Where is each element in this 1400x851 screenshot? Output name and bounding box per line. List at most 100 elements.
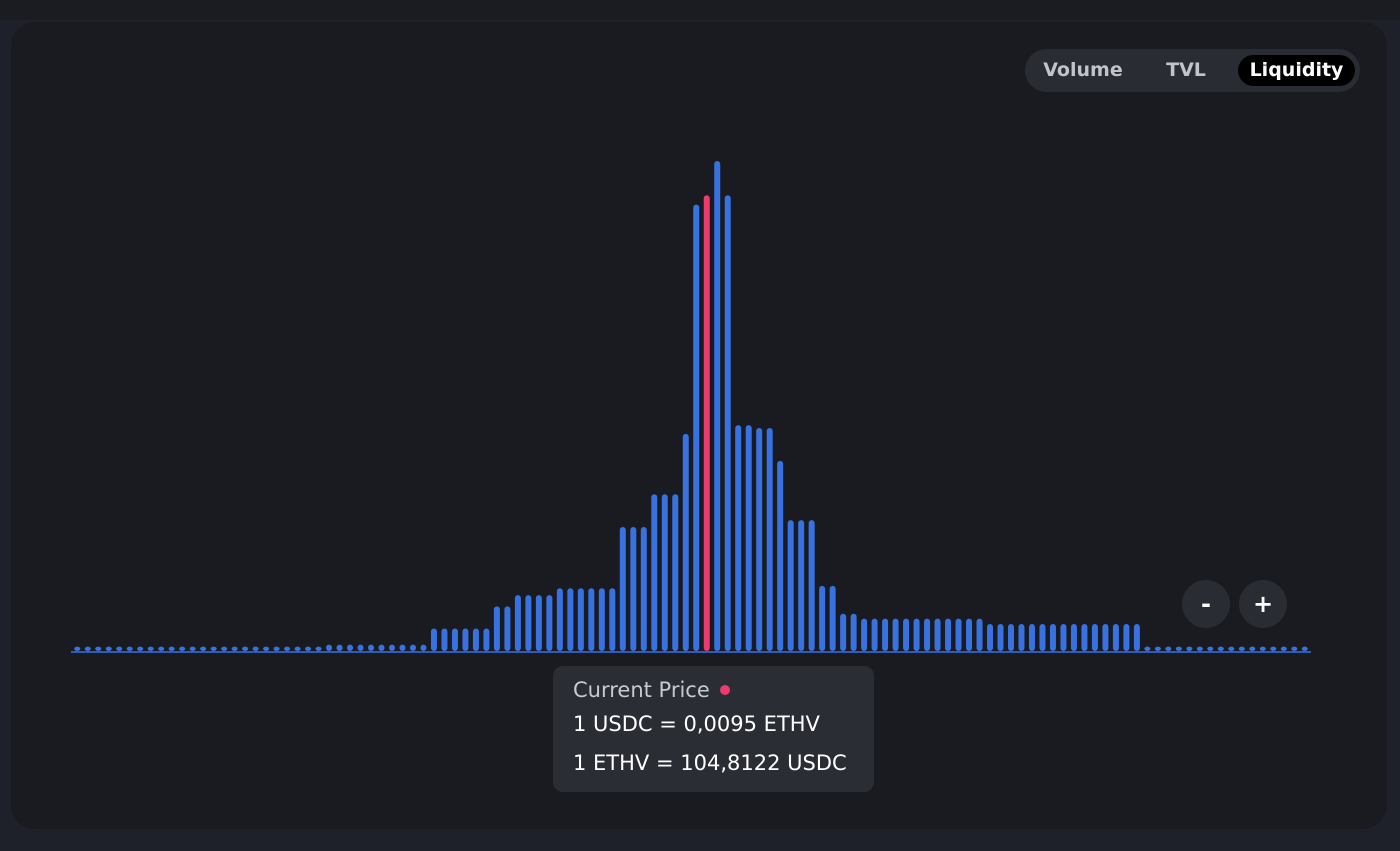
liquidity-bar[interactable] bbox=[693, 204, 700, 652]
liquidity-bar[interactable] bbox=[326, 644, 333, 651]
tab-volume[interactable]: Volume bbox=[1043, 59, 1123, 81]
liquidity-bar[interactable] bbox=[997, 624, 1004, 651]
liquidity-bar[interactable] bbox=[798, 520, 805, 651]
liquidity-bar[interactable] bbox=[892, 618, 899, 651]
liquidity-bar[interactable] bbox=[231, 646, 238, 651]
liquidity-bar[interactable] bbox=[305, 646, 312, 651]
liquidity-bar[interactable] bbox=[735, 425, 742, 651]
liquidity-bar[interactable] bbox=[210, 646, 217, 651]
liquidity-bar[interactable] bbox=[1060, 624, 1067, 651]
liquidity-bar[interactable] bbox=[430, 628, 437, 651]
liquidity-bar[interactable] bbox=[1175, 646, 1182, 651]
liquidity-bar[interactable] bbox=[95, 646, 102, 651]
liquidity-bar[interactable] bbox=[714, 161, 721, 651]
liquidity-bar[interactable] bbox=[1186, 646, 1193, 651]
liquidity-bar[interactable] bbox=[1123, 624, 1130, 651]
liquidity-bar[interactable] bbox=[105, 646, 112, 651]
liquidity-bar[interactable] bbox=[420, 644, 427, 651]
liquidity-bar[interactable] bbox=[284, 646, 291, 651]
liquidity-bar[interactable] bbox=[514, 595, 521, 651]
liquidity-bar[interactable] bbox=[1070, 624, 1077, 651]
liquidity-bar[interactable] bbox=[945, 618, 952, 651]
liquidity-bar[interactable] bbox=[315, 646, 322, 651]
liquidity-bar[interactable] bbox=[745, 425, 752, 651]
liquidity-bar[interactable] bbox=[598, 588, 605, 651]
liquidity-bar[interactable] bbox=[924, 618, 931, 651]
liquidity-bar[interactable] bbox=[137, 646, 144, 651]
liquidity-bar[interactable] bbox=[1270, 646, 1277, 651]
liquidity-bar[interactable] bbox=[1217, 646, 1224, 651]
liquidity-bar[interactable] bbox=[1049, 624, 1056, 651]
liquidity-bar[interactable] bbox=[756, 428, 763, 651]
liquidity-bar[interactable] bbox=[368, 644, 375, 651]
zoom-in-button[interactable]: + bbox=[1239, 580, 1287, 628]
liquidity-bar[interactable] bbox=[451, 628, 458, 651]
liquidity-bar[interactable] bbox=[294, 646, 301, 651]
liquidity-bar[interactable] bbox=[661, 494, 668, 651]
liquidity-bar[interactable] bbox=[1249, 646, 1256, 651]
liquidity-bar[interactable] bbox=[556, 588, 563, 651]
liquidity-bar[interactable] bbox=[347, 644, 354, 651]
liquidity-bar[interactable] bbox=[777, 460, 784, 651]
liquidity-bar[interactable] bbox=[966, 618, 973, 651]
liquidity-bar[interactable] bbox=[913, 618, 920, 651]
liquidity-bar[interactable] bbox=[1259, 646, 1266, 651]
liquidity-bar[interactable] bbox=[378, 644, 385, 651]
liquidity-bar[interactable] bbox=[976, 618, 983, 651]
liquidity-bar[interactable] bbox=[84, 646, 91, 651]
liquidity-bar[interactable] bbox=[787, 520, 794, 651]
liquidity-bar[interactable] bbox=[987, 624, 994, 651]
liquidity-bar[interactable] bbox=[651, 494, 658, 651]
liquidity-bar[interactable] bbox=[493, 606, 500, 651]
liquidity-bar[interactable] bbox=[882, 618, 889, 651]
liquidity-bar[interactable] bbox=[535, 595, 542, 651]
liquidity-bar[interactable] bbox=[126, 646, 133, 651]
tab-liquidity[interactable]: Liquidity bbox=[1238, 55, 1355, 86]
liquidity-bar[interactable] bbox=[189, 646, 196, 651]
liquidity-bar[interactable] bbox=[409, 644, 416, 651]
liquidity-bar[interactable] bbox=[1102, 624, 1109, 651]
zoom-out-button[interactable]: - bbox=[1182, 580, 1230, 628]
liquidity-bar[interactable] bbox=[640, 527, 647, 651]
liquidity-bar[interactable] bbox=[357, 644, 364, 651]
liquidity-bar[interactable] bbox=[179, 646, 186, 651]
liquidity-bar[interactable] bbox=[221, 646, 228, 651]
liquidity-bar[interactable] bbox=[724, 195, 731, 652]
liquidity-bar[interactable] bbox=[850, 613, 857, 651]
liquidity-bar[interactable] bbox=[619, 527, 626, 651]
liquidity-bar[interactable] bbox=[766, 428, 773, 651]
liquidity-bar[interactable] bbox=[1291, 646, 1298, 651]
liquidity-bar[interactable] bbox=[955, 618, 962, 651]
liquidity-bar[interactable] bbox=[336, 644, 343, 651]
liquidity-bar[interactable] bbox=[462, 628, 469, 651]
liquidity-bar[interactable] bbox=[808, 520, 815, 651]
liquidity-bar[interactable] bbox=[388, 644, 395, 651]
tab-tvl[interactable]: TVL bbox=[1166, 59, 1206, 81]
liquidity-bar[interactable] bbox=[819, 585, 826, 651]
liquidity-bar[interactable] bbox=[74, 646, 81, 651]
liquidity-bar[interactable] bbox=[871, 618, 878, 651]
liquidity-bar[interactable] bbox=[252, 646, 259, 651]
liquidity-bar[interactable] bbox=[1196, 646, 1203, 651]
liquidity-bar[interactable] bbox=[861, 618, 868, 651]
liquidity-bar[interactable] bbox=[168, 646, 175, 651]
liquidity-bar[interactable] bbox=[1228, 646, 1235, 651]
liquidity-bar[interactable] bbox=[399, 644, 406, 651]
liquidity-bar[interactable] bbox=[441, 628, 448, 651]
liquidity-bar[interactable] bbox=[472, 628, 479, 651]
liquidity-bar[interactable] bbox=[1165, 646, 1172, 651]
liquidity-bar[interactable] bbox=[263, 646, 270, 651]
liquidity-bar[interactable] bbox=[1154, 646, 1161, 651]
liquidity-bar[interactable] bbox=[1039, 624, 1046, 651]
liquidity-bar[interactable] bbox=[1018, 624, 1025, 651]
liquidity-bar[interactable] bbox=[1144, 646, 1151, 651]
liquidity-bar[interactable] bbox=[158, 646, 165, 651]
liquidity-bar[interactable] bbox=[829, 585, 836, 651]
liquidity-bar[interactable] bbox=[588, 588, 595, 651]
liquidity-bar[interactable] bbox=[1207, 646, 1214, 651]
liquidity-bar[interactable] bbox=[1091, 624, 1098, 651]
liquidity-bar[interactable] bbox=[1028, 624, 1035, 651]
liquidity-bar[interactable] bbox=[273, 646, 280, 651]
liquidity-bar[interactable] bbox=[147, 646, 154, 651]
liquidity-bar[interactable] bbox=[200, 646, 207, 651]
